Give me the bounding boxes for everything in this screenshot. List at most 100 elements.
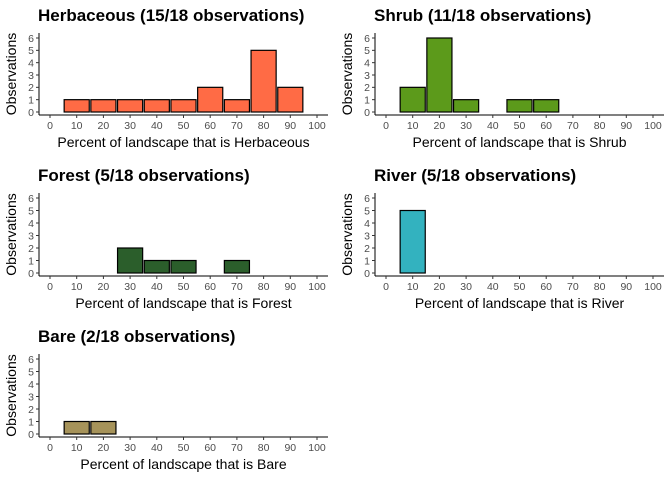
- x-tick-label: 10: [407, 281, 419, 293]
- x-tick-label: 20: [434, 120, 446, 132]
- x-tick-label: 20: [98, 442, 110, 454]
- y-tick-label: 2: [28, 82, 34, 94]
- x-tick-label: 40: [151, 120, 163, 132]
- x-tick-label: 90: [620, 281, 632, 293]
- x-axis-label: Percent of landscape that is Forest: [75, 295, 291, 311]
- x-axis-label: Percent of landscape that is Bare: [80, 456, 286, 472]
- x-tick-label: 40: [151, 442, 163, 454]
- x-tick-label: 50: [514, 120, 526, 132]
- bar: [116, 99, 144, 113]
- bar: [250, 49, 277, 113]
- x-tick-label: 70: [567, 120, 579, 132]
- y-tick-label: 1: [364, 255, 370, 267]
- x-tick-label: 60: [204, 442, 216, 454]
- x-tick-label: 60: [540, 120, 552, 132]
- x-tick-label: 90: [284, 442, 296, 454]
- panel-3: Forest (5/18 observations)0 10 20 30 40 50 60 7…: [3, 166, 328, 311]
- x-tick-label: 10: [71, 120, 83, 132]
- x-tick-label: 50: [178, 120, 190, 132]
- x-tick-label: 0: [383, 281, 389, 293]
- y-tick-label: 3: [364, 70, 370, 82]
- x-tick-label: 100: [308, 442, 326, 454]
- x-tick-label: 30: [124, 120, 136, 132]
- bar: [143, 99, 170, 113]
- bar: [506, 99, 533, 113]
- x-tick-label: 90: [284, 281, 296, 293]
- bar: [116, 247, 144, 274]
- x-tick-label: 100: [644, 281, 662, 293]
- bar: [223, 259, 251, 274]
- x-tick-label: 30: [124, 281, 136, 293]
- y-tick-label: 4: [28, 379, 34, 391]
- x-tick-label: 0: [47, 120, 53, 132]
- x-axis-label: Percent of landscape that is Herbaceous: [57, 134, 309, 150]
- bar: [399, 209, 426, 274]
- x-tick-label: 60: [540, 281, 552, 293]
- x-tick-label: 70: [231, 442, 243, 454]
- x-tick-label: 20: [434, 281, 446, 293]
- bar: [399, 86, 426, 113]
- panel-title: Forest (5/18 observations): [38, 166, 250, 185]
- y-tick-label: 6: [364, 33, 370, 45]
- x-tick-label: 70: [567, 281, 579, 293]
- y-tick-label: 5: [364, 45, 370, 57]
- y-tick-label: 4: [364, 218, 370, 230]
- y-tick-label: 2: [364, 82, 370, 94]
- y-tick-label: 6: [28, 193, 34, 205]
- y-tick-label: 0: [364, 268, 370, 280]
- bar: [90, 420, 117, 435]
- y-tick-label: 4: [28, 57, 34, 69]
- x-tick-label: 100: [308, 281, 326, 293]
- x-tick-label: 10: [407, 120, 419, 132]
- bar: [170, 99, 197, 113]
- y-tick-label: 3: [28, 70, 34, 82]
- y-tick-label: 1: [28, 416, 34, 428]
- x-tick-label: 70: [231, 120, 243, 132]
- y-tick-label: 2: [28, 243, 34, 255]
- x-tick-label: 10: [71, 281, 83, 293]
- panel-5: Bare (2/18 observations)0 10 20 30 40 50 60 70 8…: [3, 327, 328, 472]
- bar: [533, 99, 560, 113]
- x-tick-label: 0: [47, 442, 53, 454]
- y-tick-label: 3: [28, 230, 34, 242]
- y-tick-label: 1: [28, 94, 34, 106]
- x-tick-label: 40: [487, 281, 499, 293]
- x-tick-label: 0: [383, 120, 389, 132]
- y-tick-label: 3: [364, 230, 370, 242]
- panel-1: Herbaceous (15/18 observations)0 10 20 30 40…: [3, 6, 328, 150]
- x-tick-label: 30: [460, 281, 472, 293]
- x-tick-label: 40: [151, 281, 163, 293]
- y-tick-label: 5: [364, 205, 370, 217]
- x-tick-label: 80: [258, 281, 270, 293]
- panel-title: Bare (2/18 observations): [38, 327, 235, 346]
- panel-title: River (5/18 observations): [374, 166, 576, 185]
- y-tick-label: 3: [28, 391, 34, 403]
- bar: [277, 86, 304, 113]
- x-axis-label: Percent of landscape that is Shrub: [412, 134, 626, 150]
- x-tick-label: 50: [178, 281, 190, 293]
- panel-4: River (5/18 observations)0 10 20 30 40 50 60 70…: [339, 166, 664, 311]
- x-tick-label: 80: [258, 120, 270, 132]
- bar: [452, 99, 480, 113]
- x-axis-label: Percent of landscape that is River: [415, 295, 625, 311]
- x-tick-label: 30: [124, 442, 136, 454]
- y-tick-label: 0: [28, 107, 34, 119]
- x-tick-label: 60: [204, 281, 216, 293]
- x-tick-label: 20: [98, 120, 110, 132]
- y-tick-label: 5: [28, 45, 34, 57]
- y-axis-label: Observations: [3, 33, 19, 115]
- x-tick-label: 20: [98, 281, 110, 293]
- bar: [197, 86, 224, 113]
- y-tick-label: 0: [28, 268, 34, 280]
- x-tick-label: 30: [460, 120, 472, 132]
- x-tick-label: 80: [594, 281, 606, 293]
- y-tick-label: 6: [28, 33, 34, 45]
- panel-title: Shrub (11/18 observations): [374, 6, 591, 25]
- y-tick-label: 5: [28, 366, 34, 378]
- x-tick-label: 50: [178, 442, 190, 454]
- y-tick-label: 1: [364, 94, 370, 106]
- y-tick-label: 6: [364, 193, 370, 205]
- x-tick-label: 50: [514, 281, 526, 293]
- panel-title: Herbaceous (15/18 observations): [38, 6, 304, 25]
